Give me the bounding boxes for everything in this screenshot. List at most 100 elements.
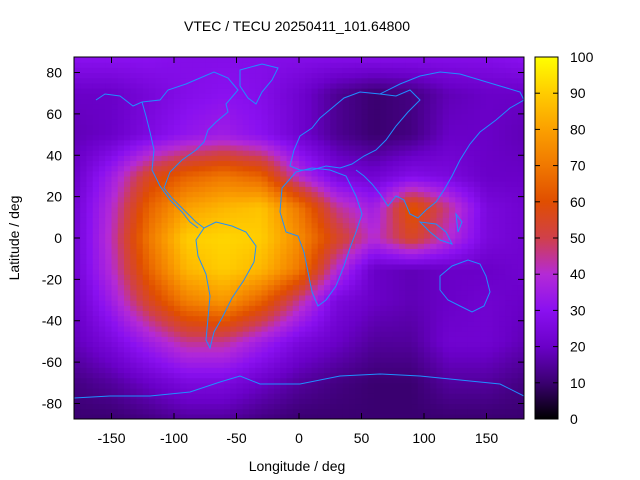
heatmap-cell	[217, 150, 225, 156]
heatmap-cell	[374, 269, 381, 275]
heatmap-cell	[161, 269, 169, 275]
heatmap-cell	[461, 398, 469, 405]
heatmap-cell	[211, 279, 219, 286]
heatmap-cell	[417, 346, 425, 353]
heatmap-cell	[461, 139, 469, 146]
heatmap-cell	[499, 206, 506, 213]
heatmap-cell	[186, 320, 194, 327]
heatmap-cell	[255, 284, 263, 291]
heatmap-cell	[255, 351, 263, 358]
heatmap-cell	[142, 150, 150, 156]
heatmap-cell	[130, 113, 138, 120]
heatmap-cell	[299, 170, 306, 177]
heatmap-cell	[124, 170, 131, 177]
heatmap-cell	[499, 62, 506, 68]
heatmap-cell	[336, 212, 344, 218]
heatmap-cell	[161, 119, 169, 125]
heatmap-cell	[280, 269, 288, 275]
heatmap-cell	[230, 181, 238, 187]
heatmap-cell	[336, 387, 344, 394]
heatmap-cell	[280, 387, 288, 394]
heatmap-cell	[92, 82, 100, 89]
heatmap-cell	[180, 217, 188, 224]
heatmap-cell	[342, 413, 350, 419]
heatmap-cell	[230, 294, 238, 301]
heatmap-cell	[511, 186, 519, 193]
heatmap-cell	[105, 181, 113, 187]
heatmap-cell	[311, 113, 319, 120]
heatmap-cell	[455, 129, 463, 136]
heatmap-cell	[505, 72, 513, 79]
heatmap-cell	[117, 77, 125, 84]
heatmap-cell	[130, 72, 138, 79]
heatmap-cell	[449, 160, 456, 167]
heatmap-cell	[486, 150, 494, 156]
heatmap-cell	[199, 331, 206, 337]
heatmap-cell	[124, 305, 131, 311]
heatmap-cell	[505, 217, 513, 224]
heatmap-cell	[492, 144, 500, 151]
heatmap-cell	[280, 310, 288, 317]
heatmap-cell	[411, 403, 419, 410]
heatmap-cell	[167, 206, 175, 213]
heatmap-cell	[324, 269, 331, 275]
heatmap-cell	[86, 341, 94, 348]
heatmap-cell	[449, 351, 456, 358]
heatmap-cell	[267, 88, 275, 94]
heatmap-cell	[311, 289, 319, 296]
heatmap-cell	[424, 175, 431, 182]
heatmap-cell	[149, 284, 156, 291]
heatmap-cell	[380, 294, 388, 301]
heatmap-cell	[161, 279, 169, 286]
heatmap-cell	[199, 124, 206, 130]
heatmap-cell	[242, 160, 250, 167]
heatmap-cell	[436, 372, 444, 379]
heatmap-cell	[174, 108, 181, 115]
heatmap-cell	[255, 119, 263, 125]
heatmap-cell	[186, 243, 194, 249]
heatmap-cell	[480, 408, 488, 415]
heatmap-cell	[280, 93, 288, 99]
heatmap-cell	[317, 263, 325, 270]
heatmap-cell	[167, 398, 175, 405]
heatmap-cell	[436, 108, 444, 115]
heatmap-cell	[280, 294, 288, 301]
heatmap-cell	[455, 320, 463, 327]
heatmap-cell	[392, 181, 400, 187]
heatmap-cell	[280, 279, 288, 286]
heatmap-cell	[124, 341, 131, 348]
heatmap-cell	[299, 413, 306, 419]
heatmap-cell	[92, 139, 100, 146]
heatmap-cell	[411, 279, 419, 286]
heatmap-cell	[92, 150, 100, 156]
heatmap-cell	[192, 263, 200, 270]
heatmap-cell	[430, 289, 438, 296]
heatmap-cell	[324, 191, 331, 198]
heatmap-cell	[492, 408, 500, 415]
heatmap-cell	[86, 77, 94, 84]
heatmap-cell	[249, 227, 256, 234]
heatmap-cell	[417, 201, 425, 208]
heatmap-cell	[430, 398, 438, 405]
heatmap-cell	[230, 88, 238, 94]
heatmap-cell	[455, 139, 463, 146]
heatmap-cell	[192, 98, 200, 105]
heatmap-cell	[155, 300, 163, 306]
heatmap-cell	[192, 181, 200, 187]
heatmap-cell	[199, 139, 206, 146]
heatmap-cell	[136, 346, 144, 353]
heatmap-cell	[430, 362, 438, 368]
heatmap-cell	[249, 274, 256, 280]
heatmap-cell	[99, 160, 106, 167]
heatmap-cell	[405, 398, 413, 405]
heatmap-cell	[430, 186, 438, 193]
heatmap-cell	[274, 77, 281, 84]
heatmap-cell	[386, 57, 394, 63]
heatmap-cell	[74, 413, 81, 419]
heatmap-cell	[461, 108, 469, 115]
heatmap-cell	[117, 253, 125, 260]
heatmap-cell	[442, 356, 450, 363]
heatmap-cell	[317, 129, 325, 136]
heatmap-cell	[349, 408, 356, 415]
heatmap-cell	[249, 150, 256, 156]
